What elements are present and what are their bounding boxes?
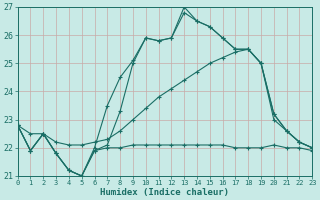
X-axis label: Humidex (Indice chaleur): Humidex (Indice chaleur) bbox=[100, 188, 229, 197]
